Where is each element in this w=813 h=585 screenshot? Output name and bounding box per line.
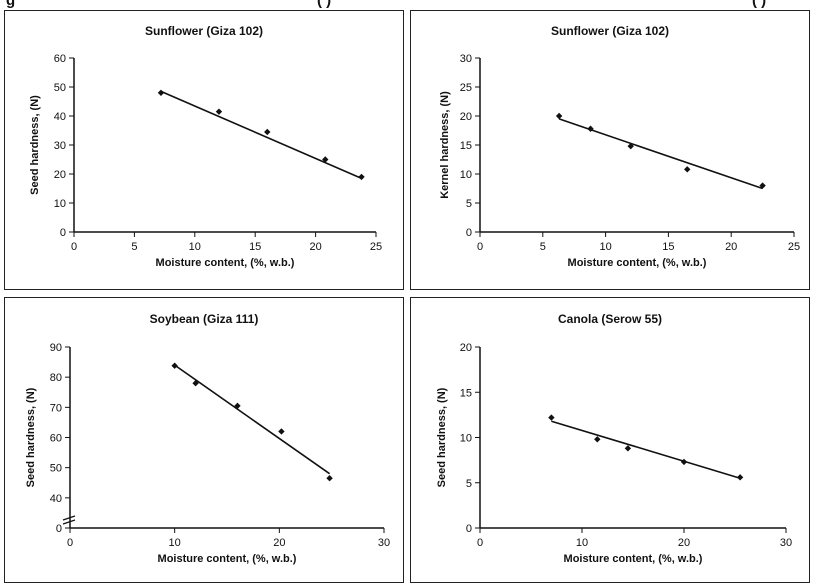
data-point [192,380,199,387]
y-tick-label: 15 [460,387,472,399]
x-axis-title: Moisture content, (%, w.b.) [156,257,295,269]
y-axis-title: Seed hardness, (N) [25,387,37,487]
data-point [680,458,688,466]
data-point [736,474,744,481]
x-axis-title: Moisture content, (%, w.b.) [568,257,707,269]
y-tick-label: 10 [460,169,472,181]
y-tick-label: 80 [50,372,62,384]
data-point [326,475,333,482]
x-tick-label: 0 [477,537,483,549]
cutoff-text-right: ( ) [752,0,767,9]
data-point [548,414,555,421]
chart-panel-soybean: Soybean (Giza 111) 40 50 60 70 80 90 00 10 20 30 Mo… [4,297,404,583]
x-tick-label: 0 [71,241,77,253]
y-tick-label: 5 [466,478,472,490]
y-tick-label: 50 [54,82,66,94]
y-tick-label: 70 [50,402,62,414]
x-tick-label: 20 [725,241,737,253]
x-tick-label: 15 [662,241,674,253]
y-tick-label: 20 [54,169,66,181]
panel-frame [410,297,810,583]
data-point [624,445,632,452]
x-tick-label: 5 [131,241,137,253]
y-tick-label: 0 [466,523,472,535]
data-point [215,108,223,115]
axis-break-mark [62,519,76,525]
y-tick-label: 40 [50,493,62,505]
data-point [264,128,271,136]
data-point [684,166,691,173]
x-tick-label: 20 [309,241,321,253]
x-tick-label: 10 [576,537,588,549]
y-tick-label: 10 [54,198,66,210]
y-tick-label: 30 [460,53,472,65]
x-tick-label: 15 [249,241,261,253]
x-tick-label: 30 [378,537,390,549]
y-tick-label: 20 [460,342,472,354]
y-tick-label: 0 [466,227,472,239]
y-tick-label: 50 [50,463,62,475]
x-tick-label: 0 [67,537,73,549]
x-tick-label: 0 [477,241,483,253]
trend-line [160,90,362,180]
cutoff-text-middle: ( ) [317,0,332,9]
chart-panel-sunflower-seed: Sunflower (Giza 102) 0 10 20 30 40 50 60 0 5 10 15 2… [4,10,404,290]
data-point [171,362,178,369]
x-tick-label: 20 [678,537,690,549]
y-tick-label: 0 [56,523,62,535]
y-tick-label: 10 [460,433,472,445]
y-tick-label: 15 [460,140,472,152]
x-axis-title: Moisture content, (%, w.b.) [564,553,703,565]
panel-frame [4,297,404,583]
trend-line [174,364,331,475]
y-tick-label: 30 [54,140,66,152]
chart-title: Soybean (Giza 111) [150,312,259,326]
y-tick-label: 40 [54,111,66,123]
trend-line [551,420,741,479]
y-axis-title: Seed hardness, (N) [29,95,41,195]
x-tick-label: 25 [788,241,800,253]
y-tick-label: 5 [466,198,472,210]
x-tick-label: 30 [780,537,792,549]
panel-frame [410,10,810,290]
x-tick-label: 25 [370,241,382,253]
x-tick-label: 5 [540,241,546,253]
data-point [278,428,285,435]
data-point [759,182,766,189]
x-tick-label: 10 [169,537,181,549]
data-point [555,112,563,120]
y-tick-label: 0 [60,227,66,239]
panel-frame [4,10,404,290]
y-axis-title: Kernel hardness, (N) [439,91,451,199]
y-tick-label: 90 [50,342,62,354]
data-point [322,156,329,163]
data-point [157,89,165,96]
chart-panel-sunflower-kernel: Sunflower (Giza 102) 0 5 10 15 20 25 30 0 5 10 15 20… [410,10,810,290]
data-point [234,402,241,410]
x-tick-label: 10 [599,241,611,253]
x-axis-title: Moisture content, (%, w.b.) [158,553,297,565]
y-tick-label: 60 [54,53,66,65]
y-tick-label: 20 [460,111,472,123]
data-point [358,173,365,181]
chart-panel-canola: Canola (Serow 55) 0 5 10 15 20 0 10 20 30 Moisture… [410,297,810,583]
y-axis-title: Seed hardness, (N) [436,387,448,487]
y-tick-label: 25 [460,82,472,94]
chart-title: Canola (Serow 55) [558,312,662,326]
x-tick-label: 10 [189,241,201,253]
trend-line [558,118,763,190]
y-tick-label: 60 [50,433,62,445]
axis-break-mark [62,515,76,521]
x-tick-label: 20 [273,537,285,549]
data-point [594,436,601,443]
chart-title: Sunflower (Giza 102) [145,24,263,38]
cutoff-text-left: g [6,0,16,9]
chart-title: Sunflower (Giza 102) [551,24,669,38]
top-cutoff-text: g ( ) ( ) [0,0,813,14]
